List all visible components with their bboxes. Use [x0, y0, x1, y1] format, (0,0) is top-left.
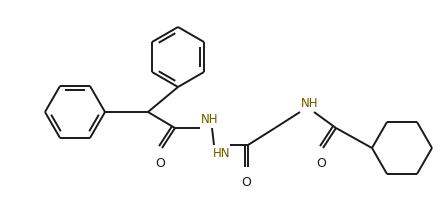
- Text: O: O: [155, 157, 165, 170]
- Text: O: O: [241, 176, 251, 189]
- Text: HN: HN: [213, 147, 231, 160]
- Text: NH: NH: [201, 113, 219, 126]
- Text: O: O: [316, 157, 326, 170]
- Text: NH: NH: [301, 97, 319, 110]
